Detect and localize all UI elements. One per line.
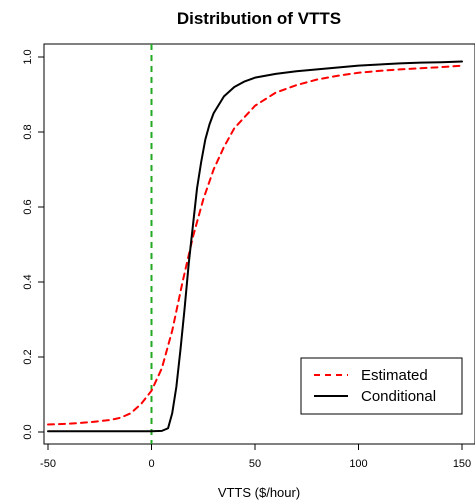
y-tick-label: 0.2 <box>22 349 34 364</box>
series-line-conditional <box>47 60 463 433</box>
x-tick-label: 50 <box>249 458 261 470</box>
axis-layer: -50 0 50 100 150 0.0 0.2 0.4 0.6 0.8 1.0 <box>22 49 471 470</box>
legend-label-estimated: Estimated <box>361 367 428 384</box>
y-tick-label: 0.4 <box>22 274 34 289</box>
y-tick-label: 0.6 <box>22 199 34 214</box>
y-tick-label: 1.0 <box>22 49 34 64</box>
series-line-estimated <box>47 64 463 426</box>
legend: Estimated Conditional <box>300 357 463 415</box>
x-tick-label: -50 <box>40 458 56 470</box>
plot-area: -50 0 50 100 150 0.0 0.2 0.4 0.6 0.8 1.0 Estimated… <box>22 43 475 470</box>
x-tick-label: 100 <box>349 458 367 470</box>
legend-box <box>300 357 463 415</box>
chart-title: Distribution of VTTS <box>177 9 341 28</box>
legend-label-conditional: Conditional <box>361 388 436 405</box>
x-tick-label: 150 <box>453 458 471 470</box>
series-layer <box>47 44 463 444</box>
plot-frame <box>43 43 475 445</box>
y-tick-label: 0.8 <box>22 124 34 139</box>
x-tick-label: 0 <box>148 458 154 470</box>
y-tick-label: 0.0 <box>22 424 34 439</box>
x-axis-label: VTTS ($/hour) <box>218 485 300 500</box>
